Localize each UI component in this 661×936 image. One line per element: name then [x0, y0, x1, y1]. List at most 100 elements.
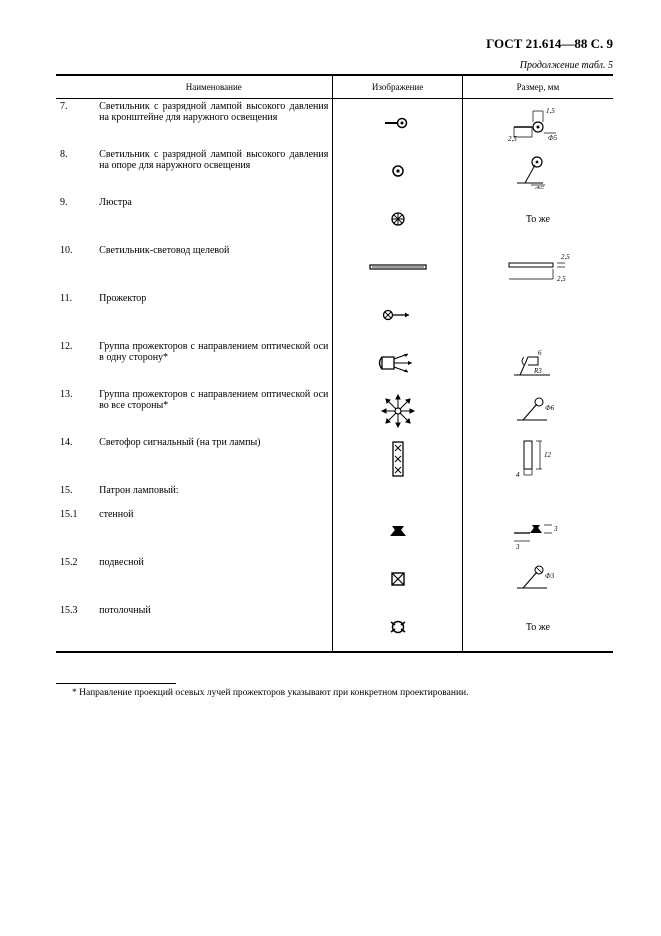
row-num: 15.1: [56, 507, 95, 555]
dim-phi3-icon: Ф3: [513, 564, 563, 594]
dim-cell: [462, 291, 613, 339]
flood-one-icon: [378, 351, 418, 375]
row-name: Люстра: [95, 195, 333, 243]
symbol-cell: [333, 243, 462, 291]
row-num: 12.: [56, 339, 95, 387]
svg-text:6: 6: [538, 349, 542, 357]
col-image-header: Изображение: [333, 75, 462, 99]
dim-traffic-icon: 4 12: [510, 437, 566, 481]
dim-cell: 3 3: [462, 507, 613, 555]
symbol-cell: [333, 435, 462, 483]
symbol-cell: [333, 507, 462, 555]
svg-text:Ф5: Ф5: [548, 134, 558, 142]
row-num: 8.: [56, 147, 95, 195]
dim-cell: 1,5 2,5 Ф5: [462, 99, 613, 148]
page: ГОСТ 21.614—88 С. 9 Продолжение табл. 5 …: [0, 0, 661, 936]
row-num: 14.: [56, 435, 95, 483]
svg-text:2,5: 2,5: [508, 135, 517, 143]
row-name: Группа прожекторов с направлением оптиче…: [95, 339, 333, 387]
svg-text:4: 4: [516, 471, 520, 479]
table-row: 14. Светофор сигнальный (на три лампы): [56, 435, 613, 483]
floodlight-icon: [381, 308, 415, 322]
svg-text:R3: R3: [533, 367, 542, 375]
row-num: 13.: [56, 387, 95, 435]
dim-phi6-icon: Ф6: [513, 396, 563, 426]
col-name-header: Наименование: [95, 75, 333, 99]
dim-cell: [462, 483, 613, 507]
svg-text:2,5: 2,5: [557, 275, 566, 283]
table-row: 10. Светильник-световод щелевой: [56, 243, 613, 291]
pendant-socket-icon: [390, 571, 406, 587]
row-num: 9.: [56, 195, 95, 243]
row-name: Светофор сигнальный (на три лампы): [95, 435, 333, 483]
dim-cell: Ф5: [462, 147, 613, 195]
svg-text:2,5: 2,5: [561, 253, 570, 261]
slit-guide-icon: [368, 262, 428, 272]
row-name: стенной: [95, 507, 333, 555]
table-row: 15.1 стенной: [56, 507, 613, 555]
svg-text:Ф5: Ф5: [535, 185, 545, 189]
row-name: потолочный: [95, 603, 333, 652]
dim-cell: Ф6: [462, 387, 613, 435]
table-row: 7. Светильник с разрядной лампой высоког…: [56, 99, 613, 148]
dim-flood-one-icon: 6 R3: [510, 345, 566, 381]
chandelier-icon: [390, 211, 406, 227]
symbol-cell: [333, 483, 462, 507]
row-num: 15.3: [56, 603, 95, 652]
symbol-cell: [333, 339, 462, 387]
dim-pole-icon: Ф5: [513, 153, 563, 189]
symbol-cell: [333, 387, 462, 435]
table-row: 8. Светильник с разрядной лампой высоког…: [56, 147, 613, 195]
dim-cell: Ф3: [462, 555, 613, 603]
table-row: 15.3 потолочный То же: [56, 603, 613, 652]
row-num: 7.: [56, 99, 95, 148]
symbol-cell: [333, 555, 462, 603]
table-row: 13. Группа прожекторов с направлением оп…: [56, 387, 613, 435]
table-row: 9. Люстра То же: [56, 195, 613, 243]
dim-cell: 2,5 2,5: [462, 243, 613, 291]
table-continuation: Продолжение табл. 5: [56, 60, 613, 71]
table-row: 15. Патрон ламповый:: [56, 483, 613, 507]
col-num-header: [56, 75, 95, 99]
dim-slit-icon: 2,5 2,5: [503, 249, 573, 285]
symbols-table: Наименование Изображение Размер, мм 7. С…: [56, 74, 613, 653]
svg-text:Ф6: Ф6: [545, 404, 555, 412]
dim-cell: 6 R3: [462, 339, 613, 387]
wall-socket-icon: [389, 524, 407, 538]
footnote-rule: [56, 683, 176, 684]
doc-header: ГОСТ 21.614—88 С. 9: [56, 36, 613, 52]
svg-text:3: 3: [553, 525, 558, 533]
symbol-cell: [333, 291, 462, 339]
row-name: Светильник с разрядной лампой высокого д…: [95, 99, 333, 148]
row-num: 10.: [56, 243, 95, 291]
row-num: 15.2: [56, 555, 95, 603]
dim-bracket-icon: 1,5 2,5 Ф5: [508, 103, 568, 143]
bracket-lamp-icon: [383, 116, 413, 130]
row-name: подвесной: [95, 555, 333, 603]
dim-wall-icon: 3 3: [508, 511, 568, 551]
dim-cell: 4 12: [462, 435, 613, 483]
traffic-icon: [390, 440, 406, 478]
col-size-header: Размер, мм: [462, 75, 613, 99]
row-name: Патрон ламповый:: [95, 483, 333, 507]
svg-text:Ф3: Ф3: [545, 572, 555, 580]
dim-cell: То же: [462, 195, 613, 243]
svg-text:12: 12: [544, 451, 552, 459]
row-name: Светильник с разрядной лампой высокого д…: [95, 147, 333, 195]
flood-all-icon: [378, 391, 418, 431]
table-row: 12. Группа прожекторов с направлением оп…: [56, 339, 613, 387]
symbol-cell: [333, 99, 462, 148]
symbol-cell: [333, 603, 462, 652]
row-name: Прожектор: [95, 291, 333, 339]
svg-text:1,5: 1,5: [546, 107, 555, 115]
row-num: 15.: [56, 483, 95, 507]
row-name: Группа прожекторов с направлением оптиче…: [95, 387, 333, 435]
row-name: Светильник-световод щелевой: [95, 243, 333, 291]
row-num: 11.: [56, 291, 95, 339]
symbol-cell: [333, 195, 462, 243]
table-row: 11. Прожектор: [56, 291, 613, 339]
pole-lamp-icon: [390, 163, 406, 179]
symbol-cell: [333, 147, 462, 195]
svg-text:3: 3: [515, 543, 520, 551]
footnote: * Направление проекций осевых лучей прож…: [72, 688, 613, 698]
